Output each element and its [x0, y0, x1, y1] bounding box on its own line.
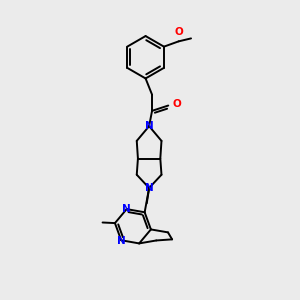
Text: N: N: [145, 183, 154, 193]
Text: N: N: [122, 203, 131, 214]
Text: O: O: [175, 27, 183, 37]
Text: N: N: [145, 121, 154, 131]
Text: N: N: [117, 236, 126, 245]
Text: O: O: [172, 99, 181, 110]
